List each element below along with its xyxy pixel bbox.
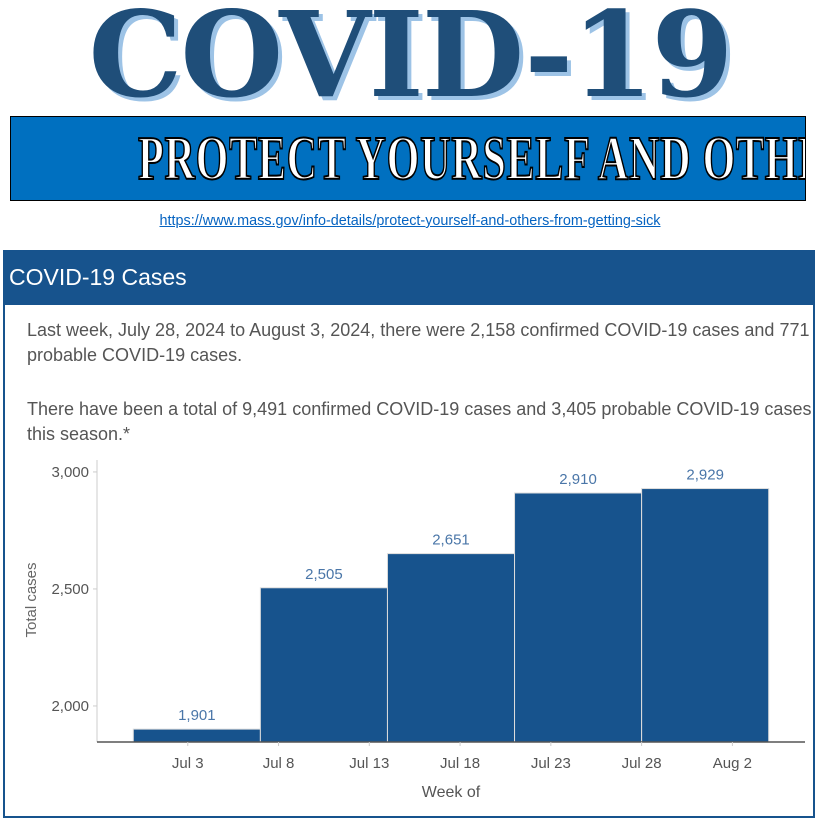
x-tick-label-2: Jul 13 [349, 755, 389, 772]
last-week-summary: Last week, July 28, 2024 to August 3, 20… [27, 320, 810, 365]
x-tick-label-6: Aug 2 [713, 755, 752, 772]
bar-0 [132, 728, 261, 743]
x-tick-label-1: Jul 8 [263, 755, 295, 772]
x-tick-label-5: Jul 28 [622, 755, 662, 772]
bar-label-1: 2,505 [305, 566, 343, 583]
season-summary: There have been a total of 9,491 confirm… [27, 399, 812, 444]
bar-label-0: 1,901 [178, 707, 216, 724]
protect-banner: PROTECT YOURSELF AND OTHERS [10, 116, 806, 201]
covid-title: COVID-19 [88, 0, 733, 124]
mass-gov-link[interactable]: https://www.mass.gov/info-details/protec… [159, 212, 661, 229]
card-header: COVID-19 Cases [5, 252, 813, 305]
bar-3 [514, 492, 643, 743]
bar-label-4: 2,929 [686, 467, 724, 484]
y-tick-label-1: 2,500 [51, 581, 89, 598]
card-title: COVID-19 Cases [9, 264, 187, 290]
x-tick-label-3: Jul 18 [440, 755, 480, 772]
y-tick-label-0: 2,000 [51, 698, 89, 715]
bar-4 [641, 488, 770, 743]
x-tick-label-4: Jul 23 [531, 755, 571, 772]
y-tick-label-2: 3,000 [51, 464, 89, 481]
bar-label-3: 2,910 [559, 471, 597, 488]
x-axis-title: Week of [422, 784, 481, 801]
y-axis-title: Total cases [23, 562, 40, 637]
bar-label-2: 2,651 [432, 532, 470, 549]
x-tick-label-0: Jul 3 [172, 755, 204, 772]
bar-2 [386, 553, 516, 743]
bar-1 [259, 587, 388, 743]
